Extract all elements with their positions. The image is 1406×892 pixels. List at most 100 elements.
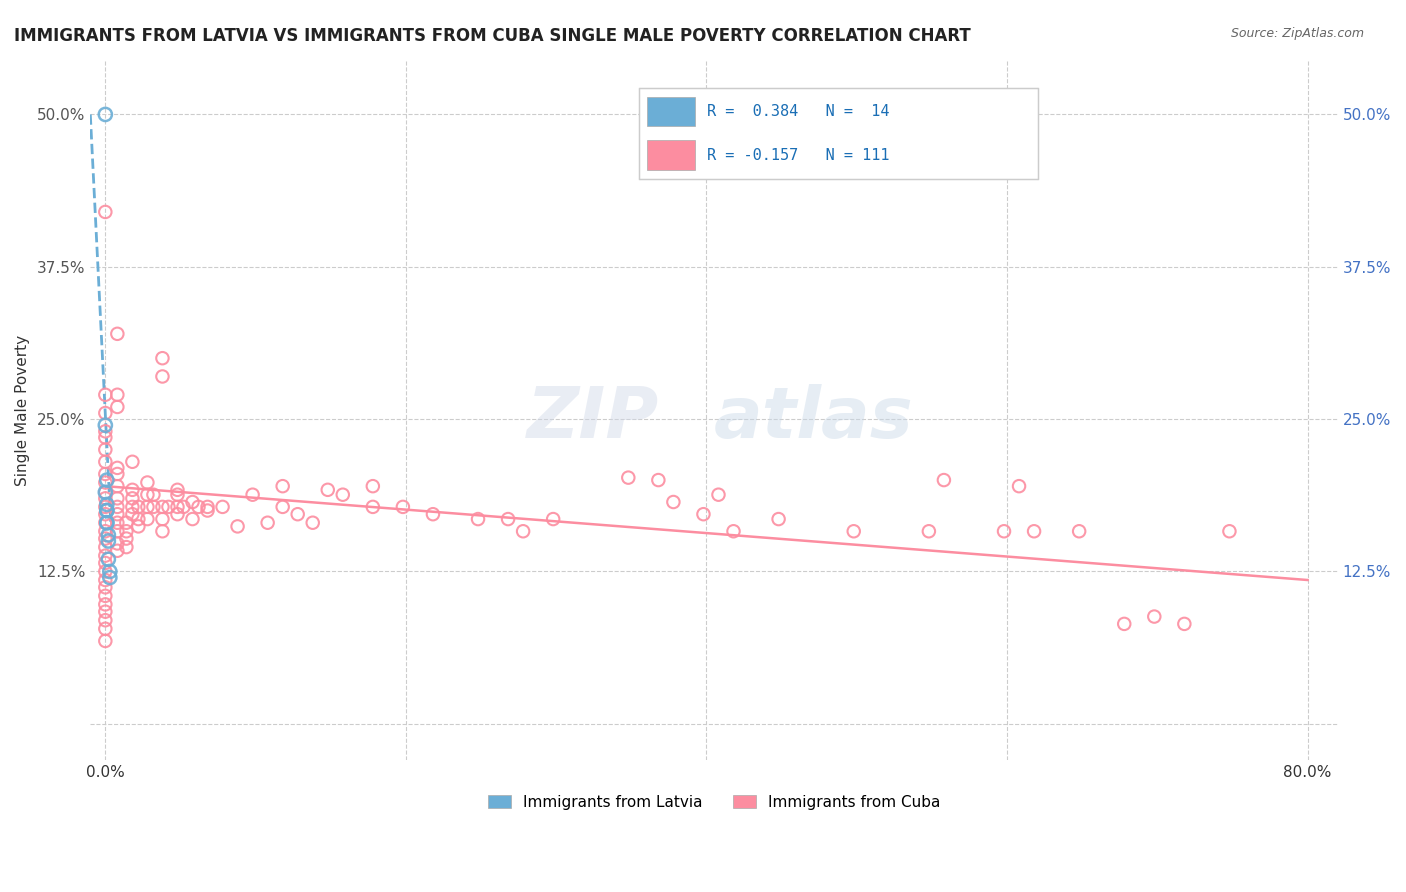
Point [1218, 524, 1240, 539]
Point [422, 507, 444, 521]
Point [94, 634, 117, 648]
Point [94, 507, 117, 521]
Point [127, 500, 149, 514]
Point [94, 430, 117, 444]
Point [1173, 616, 1195, 631]
Point [94, 573, 117, 587]
Point [105, 467, 128, 481]
Point [152, 369, 174, 384]
Point [94, 613, 117, 627]
Point [96, 473, 118, 487]
Point [121, 500, 143, 514]
Y-axis label: Single Male Poverty: Single Male Poverty [15, 334, 30, 485]
Point [121, 491, 143, 506]
Point [166, 500, 188, 514]
Point [256, 516, 278, 530]
Point [96, 503, 118, 517]
Point [1114, 616, 1136, 631]
Point [115, 532, 138, 546]
Point [1008, 479, 1031, 493]
Point [94, 205, 117, 219]
Point [105, 500, 128, 514]
Point [242, 488, 264, 502]
Point [271, 500, 294, 514]
Point [96, 516, 118, 530]
Point [152, 500, 174, 514]
Point [94, 467, 117, 481]
Point [97, 552, 120, 566]
Point [94, 491, 117, 506]
Point [152, 512, 174, 526]
Point [105, 479, 128, 493]
Point [918, 524, 941, 539]
Point [94, 540, 117, 554]
Point [842, 524, 865, 539]
Point [96, 498, 118, 512]
Point [127, 519, 149, 533]
Point [94, 556, 117, 570]
Point [121, 507, 143, 521]
Point [105, 524, 128, 539]
Point [115, 516, 138, 530]
Point [97, 534, 120, 549]
Point [1143, 609, 1166, 624]
Point [94, 565, 117, 579]
Point [94, 455, 117, 469]
Point [187, 500, 209, 514]
Point [105, 543, 128, 558]
Point [105, 516, 128, 530]
Point [105, 536, 128, 550]
Point [94, 475, 117, 490]
Point [94, 549, 117, 563]
Point [197, 503, 219, 517]
Point [157, 500, 180, 514]
Point [94, 605, 117, 619]
Point [94, 442, 117, 457]
Point [121, 455, 143, 469]
Point [142, 488, 165, 502]
Point [94, 516, 117, 530]
Point [105, 400, 128, 414]
Point [136, 512, 159, 526]
Point [467, 512, 489, 526]
Point [1022, 524, 1045, 539]
Point [692, 507, 714, 521]
Point [105, 507, 128, 521]
Point [97, 528, 120, 542]
Point [94, 388, 117, 402]
Point [512, 524, 534, 539]
Point [1069, 524, 1091, 539]
Point [105, 491, 128, 506]
Point [316, 483, 339, 497]
Point [94, 622, 117, 636]
Point [94, 500, 117, 514]
Point [166, 507, 188, 521]
Point [152, 351, 174, 366]
Point [142, 500, 165, 514]
Point [932, 473, 955, 487]
Point [94, 524, 117, 539]
Point [115, 540, 138, 554]
Point [361, 500, 384, 514]
Text: ZIP: ZIP [527, 384, 659, 453]
Point [496, 512, 519, 526]
Point [993, 524, 1015, 539]
Point [94, 485, 117, 500]
Point [94, 107, 117, 121]
Point [136, 488, 159, 502]
Point [301, 516, 323, 530]
Point [287, 507, 309, 521]
Point [172, 500, 194, 514]
Point [94, 406, 117, 420]
Text: IMMIGRANTS FROM LATVIA VS IMMIGRANTS FROM CUBA SINGLE MALE POVERTY CORRELATION C: IMMIGRANTS FROM LATVIA VS IMMIGRANTS FRO… [14, 27, 970, 45]
Point [617, 470, 640, 484]
Point [105, 461, 128, 475]
Point [166, 483, 188, 497]
Point [226, 519, 249, 533]
Point [332, 488, 354, 502]
Point [121, 483, 143, 497]
Point [94, 589, 117, 603]
Point [166, 488, 188, 502]
Point [768, 512, 790, 526]
Point [98, 565, 121, 579]
